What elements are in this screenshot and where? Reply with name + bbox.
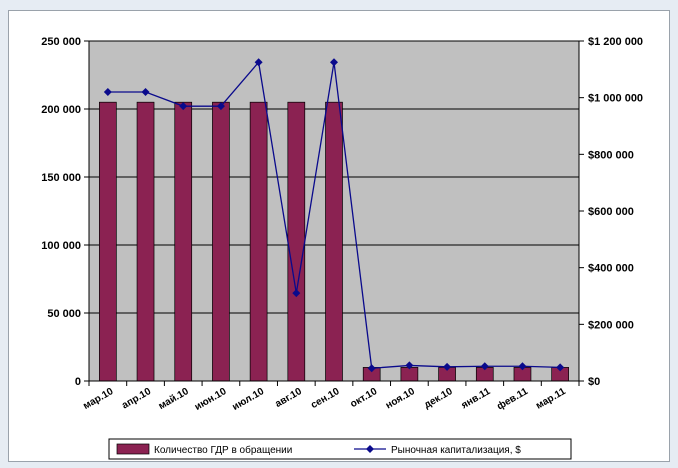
bar-5: [287, 101, 306, 382]
x-tick-label-2: май.10: [157, 386, 191, 412]
y-left-tick-label-5: 250 000: [41, 36, 81, 48]
bar-3: [212, 101, 230, 382]
y-right-tick-label-1: $200 000: [588, 319, 634, 331]
line-point-7: [367, 364, 376, 373]
line-point-3: [216, 102, 225, 111]
chart-frame: 0 50 000 100 000 150 000 200 000 250 000 $0 $20…: [8, 10, 670, 462]
line-point-11: [518, 362, 527, 371]
legend-bar-label: Количество ГДР в обращении: [154, 444, 292, 456]
x-tick-label-12: мар.11: [534, 386, 568, 412]
x-tick-label-9: дек.10: [422, 386, 455, 411]
x-tick-label-6: сен.10: [309, 386, 342, 411]
bar-8: [400, 367, 419, 382]
legend-line-marker: [366, 445, 374, 453]
y-right-tick-label-6: $1 200 000: [588, 36, 643, 48]
y-right-tick-label-3: $600 000: [588, 206, 634, 218]
combo-chart: 0 50 000 100 000 150 000 200 000 250 000 $0 $20…: [41, 36, 643, 460]
x-tick-label-3: июн.10: [193, 386, 229, 413]
bar-4: [249, 101, 268, 382]
bar-0: [99, 101, 117, 382]
y-right-tick-label-2: $400 000: [588, 263, 634, 275]
line-point-8: [405, 361, 414, 370]
line-point-5: [292, 289, 301, 298]
y-left-tick-label-4: 200 000: [41, 104, 81, 116]
line-point-0: [103, 88, 112, 96]
x-tick-label-8: ноя.10: [384, 386, 417, 412]
bar-2: [174, 101, 193, 382]
x-tick-label-11: фев.11: [495, 385, 531, 412]
legend: Количество ГДР в обращении Рыночная капит…: [108, 438, 572, 460]
y-right-tick-label-5: $1 000 000: [588, 93, 643, 105]
y-right-tick-label-0: $0: [588, 376, 600, 388]
line-point-9: [443, 362, 452, 371]
x-tick-label-1: апр.10: [120, 386, 153, 412]
line-point-12: [556, 363, 565, 372]
line-point-4: [254, 58, 263, 67]
y-left-tick-label-1: 50 000: [47, 308, 81, 320]
x-tick-label-7: окт.10: [349, 386, 380, 410]
y-left-tick-label-2: 100 000: [41, 240, 81, 252]
bar-6: [325, 101, 343, 382]
line-point-1: [141, 88, 150, 96]
line-point-6: [330, 58, 338, 67]
x-tick-label-4: июл.10: [231, 386, 267, 413]
y-left-tick-label-0: 0: [75, 376, 81, 388]
line-point-2: [179, 102, 188, 111]
x-tick-label-5: авг.10: [273, 386, 304, 410]
y-right-tick-label-4: $800 000: [588, 149, 634, 161]
bar-1: [136, 101, 155, 382]
legend-bar-swatch: [116, 443, 150, 455]
x-tick-label-10: янв.11: [460, 386, 493, 411]
line-point-10: [480, 362, 489, 371]
y-left-tick-label-3: 150 000: [41, 172, 81, 184]
legend-line-label: Рыночная капитализация, $: [391, 445, 521, 456]
legend-box: [108, 438, 572, 460]
x-tick-label-0: мар.10: [81, 386, 115, 412]
